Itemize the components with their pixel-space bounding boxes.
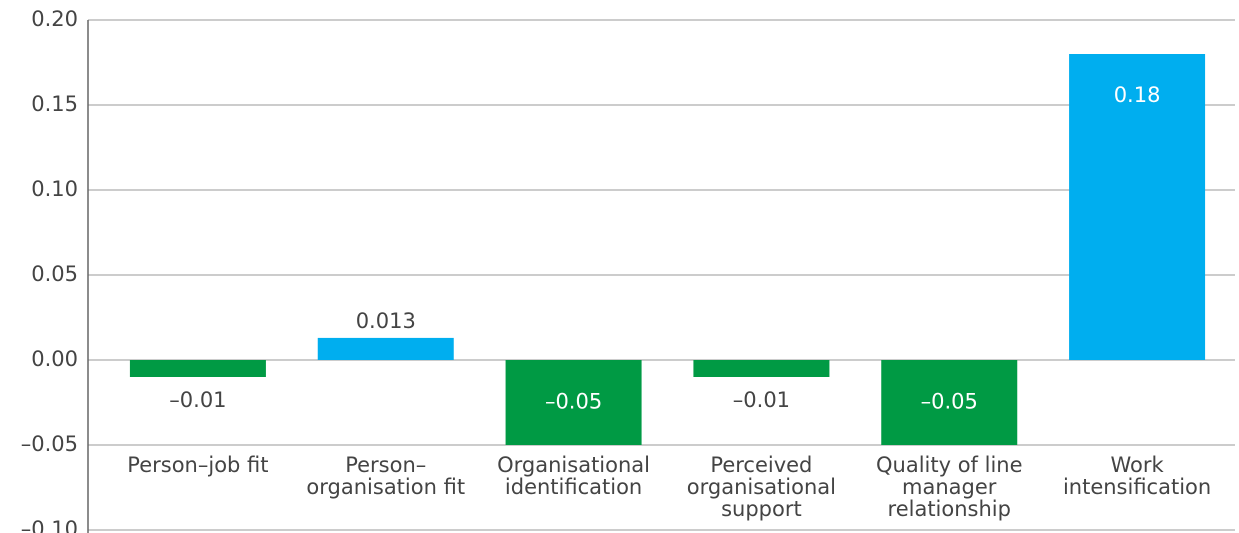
x-tick-label: Person–organisation fit (306, 453, 466, 499)
value-label: –0.05 (545, 390, 602, 414)
y-tick-label: 0.15 (31, 92, 78, 116)
y-tick-label: –0.05 (21, 432, 78, 456)
x-tick-label: Person–job fit (127, 453, 269, 477)
value-label: –0.01 (733, 388, 790, 412)
x-tick-label: Perceived organisational support (686, 453, 836, 521)
y-tick-label: 0.10 (31, 177, 78, 201)
bar (317, 337, 454, 360)
bar (505, 360, 642, 445)
value-label: –0.01 (169, 388, 226, 412)
bar (1069, 54, 1206, 360)
x-tick-label: Quality of line manager relationship (875, 453, 1023, 521)
bar (881, 360, 1018, 445)
y-tick-label: 0.20 (31, 7, 78, 31)
y-tick-label: 0.00 (31, 347, 78, 371)
x-tick-label: Work intensification (1062, 453, 1212, 499)
value-label: –0.05 (921, 390, 978, 414)
bar (693, 360, 830, 377)
value-label: 0.013 (356, 309, 416, 333)
y-tick-label: 0.05 (31, 262, 78, 286)
value-label: 0.18 (1114, 83, 1161, 107)
bar (129, 360, 266, 377)
x-tick-label: Organisational identification (497, 453, 651, 499)
y-tick-label: –0.10 (21, 517, 78, 533)
